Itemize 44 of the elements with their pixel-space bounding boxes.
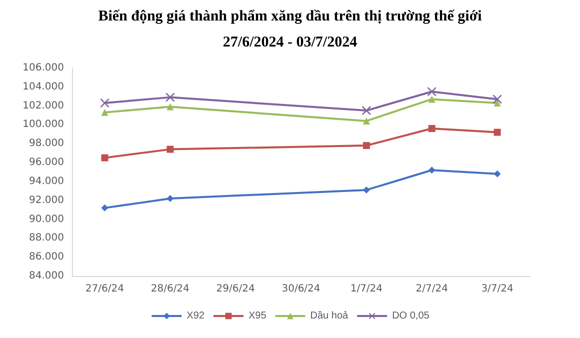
legend-label: DO 0,05 xyxy=(392,310,430,322)
x-tick-label: 29/6/24 xyxy=(216,284,255,294)
point xyxy=(494,170,501,178)
point xyxy=(101,154,108,162)
y-tick-label: 86.000 xyxy=(29,252,64,263)
x-tick-label: 30/6/24 xyxy=(282,284,320,294)
legend-label: X92 xyxy=(186,310,205,322)
y-tick-label: 100.000 xyxy=(22,119,64,130)
point xyxy=(166,92,175,102)
y-tick-label: 90.000 xyxy=(29,214,64,225)
y-tick-label: 104.000 xyxy=(22,81,64,92)
x-tick-label: 27/6/24 xyxy=(85,284,124,294)
point xyxy=(494,128,501,136)
y-tick-label: 106.000 xyxy=(22,62,64,74)
y-tick-label: 102.000 xyxy=(22,100,64,112)
point xyxy=(427,87,436,96)
x-tick-label: 2/7/24 xyxy=(416,284,448,294)
point xyxy=(362,106,371,116)
y-tick-label: 94.000 xyxy=(29,176,64,187)
y-tick-label: 98.000 xyxy=(29,138,64,150)
point xyxy=(101,108,108,116)
x-tick-label: 3/7/24 xyxy=(481,284,514,294)
point xyxy=(362,142,370,150)
legend-label: X95 xyxy=(248,310,267,322)
point xyxy=(428,166,436,174)
legend-label: Dầu hoả xyxy=(310,310,349,322)
y-tick-label: 88.000 xyxy=(29,232,64,244)
x-tick-label: 1/7/24 xyxy=(350,284,383,294)
point xyxy=(166,103,174,110)
chart-subtitle: 27/6/2024 - 03/7/2024 xyxy=(222,34,358,50)
chart-title: Biến động giá thành phẩm xăng dầu trên thị trường thế giới xyxy=(98,8,482,24)
point xyxy=(166,194,174,202)
y-tick-label: 92.000 xyxy=(29,194,64,206)
point xyxy=(166,146,174,153)
point xyxy=(428,96,436,103)
y-tick-label: 84.000 xyxy=(29,270,64,282)
point xyxy=(100,98,110,108)
x-tick-label: 28/6/24 xyxy=(150,284,190,294)
point xyxy=(362,117,370,124)
point xyxy=(101,204,108,212)
point xyxy=(428,125,436,132)
y-tick-label: 96.000 xyxy=(29,157,64,168)
point xyxy=(494,99,501,106)
point xyxy=(362,186,370,194)
